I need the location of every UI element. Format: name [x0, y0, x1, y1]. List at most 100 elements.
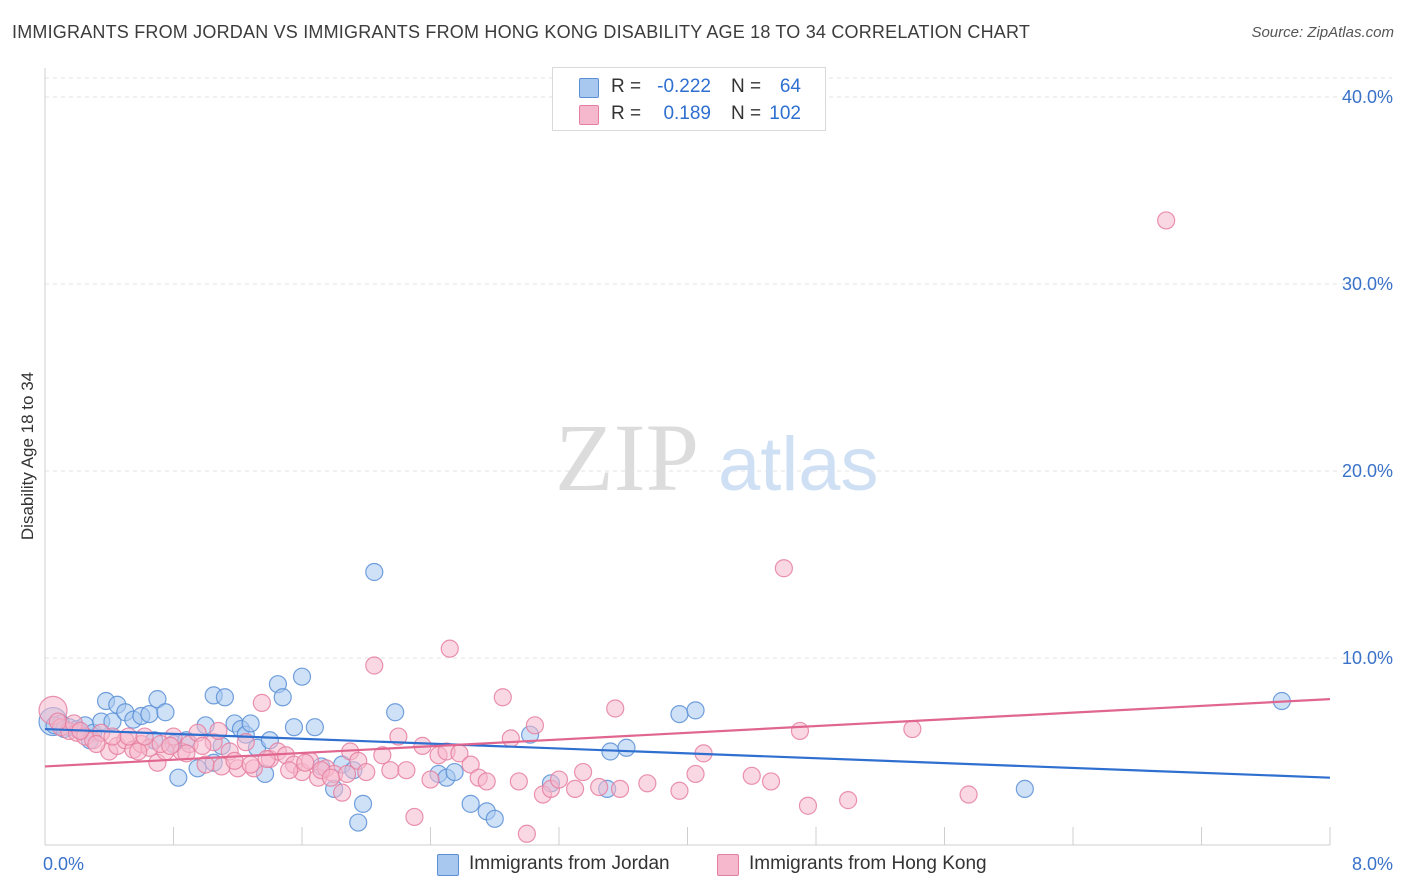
- point-hongkong: [135, 727, 154, 746]
- point-hongkong: [670, 781, 689, 800]
- point-jordan: [140, 704, 159, 724]
- point-jordan: [485, 809, 504, 828]
- point-hongkong: [365, 656, 384, 675]
- point-jordan: [445, 762, 464, 782]
- point-hongkong: [959, 785, 978, 804]
- point-jordan: [386, 703, 405, 722]
- legend-r-label: R =: [611, 103, 642, 124]
- point-hongkong: [565, 779, 585, 799]
- watermark-zip: ZIP: [555, 404, 699, 511]
- legend-swatch-hongkong: [579, 105, 599, 125]
- point-hongkong: [357, 762, 376, 782]
- series-legend: Immigrants from Jordan Immigrants from H…: [0, 852, 1406, 878]
- point-jordan: [156, 703, 175, 722]
- legend-swatch-jordan: [579, 78, 599, 98]
- point-hongkong: [321, 768, 341, 787]
- point-hongkong: [903, 719, 922, 739]
- point-jordan: [148, 690, 167, 709]
- point-hongkong: [241, 755, 260, 774]
- point-hongkong: [590, 777, 609, 797]
- point-hongkong: [280, 761, 299, 780]
- y-tick-label: 30.0%: [1342, 274, 1393, 294]
- point-hongkong: [517, 824, 536, 843]
- legend-n-label: N =: [731, 76, 762, 97]
- legend-r-value: -0.222: [657, 76, 711, 97]
- point-hongkong: [48, 712, 67, 731]
- point-hongkong: [381, 761, 400, 780]
- point-hongkong: [742, 766, 761, 785]
- point-jordan: [169, 768, 188, 787]
- legend-row-jordan: R = -0.222 N = 64: [553, 74, 825, 101]
- point-hongkong: [1157, 211, 1176, 230]
- tick-labels: 10.0% 20.0% 30.0% 40.0% 0.0% 8.0%: [43, 87, 1393, 874]
- point-jordan: [292, 667, 312, 686]
- y-tick-label: 10.0%: [1342, 648, 1393, 668]
- point-hongkong: [461, 755, 480, 774]
- point-hongkong: [161, 736, 180, 755]
- point-hongkong: [296, 753, 315, 772]
- point-hongkong: [774, 559, 793, 578]
- point-hongkong: [119, 727, 138, 746]
- y-tick-label: 20.0%: [1342, 461, 1393, 481]
- watermark-atlas: atlas: [718, 422, 879, 507]
- point-hongkong: [333, 783, 352, 802]
- point-jordan: [686, 701, 705, 720]
- point-hongkong: [397, 761, 416, 780]
- point-jordan: [284, 718, 304, 737]
- point-hongkong: [525, 716, 545, 735]
- trend-line-hongkong: [44, 698, 1331, 768]
- grid: [45, 77, 1392, 659]
- point-hongkong: [405, 807, 424, 827]
- point-jordan: [670, 704, 689, 724]
- point-jordan: [305, 718, 324, 737]
- point-hongkong: [839, 791, 858, 810]
- point-hongkong: [440, 639, 459, 658]
- legend-r-value: 0.189: [663, 103, 711, 124]
- point-hongkong: [421, 770, 440, 789]
- point-hongkong: [790, 721, 810, 741]
- point-jordan: [215, 688, 234, 707]
- point-jordan: [353, 794, 373, 813]
- point-hongkong: [798, 796, 818, 815]
- point-hongkong: [257, 749, 276, 769]
- x-tick-label: 8.0%: [1352, 854, 1393, 874]
- y-axis-label: Disability Age 18 to 34: [18, 372, 37, 540]
- point-hongkong: [501, 729, 520, 748]
- point-jordan: [461, 794, 480, 813]
- x-tick-label: 0.0%: [43, 854, 84, 874]
- point-hongkong: [389, 727, 408, 746]
- point-hongkong: [509, 772, 528, 791]
- legend-row-hongkong: R = 0.189 N = 102: [553, 101, 825, 128]
- legend-n-value: 102: [769, 103, 801, 124]
- source-label: Source: ZipAtlas.com: [1251, 24, 1394, 41]
- legend-n-value: 64: [779, 76, 801, 97]
- point-hongkong: [193, 736, 212, 755]
- point-hongkong: [129, 742, 148, 761]
- trend-lines: [44, 698, 1331, 779]
- legend-swatch-jordan: [437, 854, 459, 876]
- point-hongkong: [549, 770, 569, 789]
- point-hongkong: [225, 751, 244, 770]
- point-hongkong: [87, 734, 106, 754]
- point-jordan: [1015, 779, 1034, 799]
- point-jordan: [273, 688, 292, 707]
- y-tick-label: 40.0%: [1342, 87, 1393, 107]
- point-hongkong: [337, 764, 357, 784]
- trend-line-jordan: [44, 727, 1331, 779]
- point-hongkong: [573, 762, 593, 782]
- point-hongkong: [638, 774, 657, 793]
- point-hongkong: [177, 744, 196, 763]
- legend-label-jordan: Immigrants from Jordan: [469, 853, 670, 874]
- point-hongkong: [252, 693, 271, 712]
- point-hongkong: [606, 699, 625, 718]
- point-hongkong: [610, 779, 630, 799]
- legend-label-hongkong: Immigrants from Hong Kong: [749, 853, 987, 874]
- point-hongkong: [686, 764, 705, 784]
- legend-n-label: N =: [731, 103, 762, 124]
- point-hongkong: [477, 772, 496, 791]
- point-jordan: [365, 562, 384, 582]
- point-hongkong: [493, 688, 512, 707]
- stats-legend: R = -0.222 N = 64 R = 0.189 N = 102: [552, 67, 826, 131]
- point-hongkong: [761, 772, 781, 791]
